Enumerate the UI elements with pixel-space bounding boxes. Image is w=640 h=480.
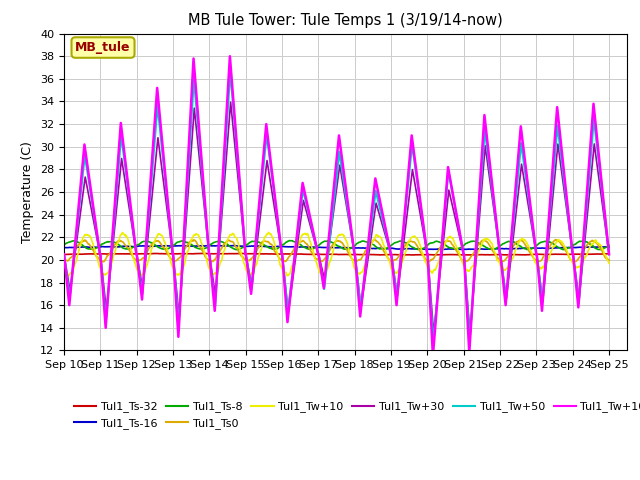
Tul1_Ts-8: [168, 243, 176, 249]
Y-axis label: Temperature (C): Temperature (C): [22, 141, 35, 243]
Tul1_Tw+10: [265, 229, 273, 235]
Tul1_Ts0: [422, 257, 429, 263]
Tul1_Tw+30: [227, 99, 234, 105]
Tul1_Ts-16: [422, 246, 429, 252]
Tul1_Ts0: [182, 245, 189, 251]
Tul1_Ts-32: [521, 252, 529, 258]
Tul1_Ts-32: [422, 252, 429, 258]
Line: Tul1_Ts-16: Tul1_Ts-16: [64, 246, 609, 250]
Tul1_Tw+50: [60, 252, 68, 257]
Tul1_Tw+100: [541, 267, 549, 273]
Tul1_Ts-8: [234, 247, 241, 252]
Tul1_Ts0: [243, 257, 250, 263]
Tul1_Ts-8: [243, 242, 250, 248]
Tul1_Tw+50: [429, 340, 437, 346]
Tul1_Tw+10: [605, 261, 613, 266]
Tul1_Tw+100: [243, 257, 250, 263]
Tul1_Ts0: [99, 259, 107, 264]
Line: Tul1_Tw+10: Tul1_Tw+10: [64, 232, 609, 276]
Tul1_Tw+100: [605, 252, 613, 257]
Tul1_Tw+50: [541, 267, 549, 273]
Tul1_Tw+30: [493, 229, 500, 235]
Tul1_Tw+10: [493, 257, 500, 263]
Tul1_Ts0: [168, 257, 176, 263]
Tul1_Ts-8: [493, 245, 500, 251]
Tul1_Tw+30: [466, 332, 474, 338]
Tul1_Tw+50: [243, 256, 250, 262]
Tul1_Ts-16: [471, 247, 479, 252]
Tul1_Ts-8: [285, 238, 293, 243]
Tul1_Tw+50: [422, 238, 429, 243]
Tul1_Tw+100: [422, 237, 429, 242]
Tul1_Tw+100: [168, 243, 176, 249]
Tul1_Ts-8: [605, 242, 613, 248]
Line: Tul1_Ts0: Tul1_Ts0: [64, 239, 609, 262]
Tul1_Ts-16: [168, 243, 176, 249]
Tul1_Tw+50: [605, 252, 613, 257]
Tul1_Ts-32: [168, 251, 176, 257]
Tul1_Tw+30: [181, 230, 189, 236]
Tul1_Tw+100: [226, 53, 234, 59]
Line: Tul1_Ts-8: Tul1_Ts-8: [64, 240, 609, 250]
Tul1_Tw+10: [422, 259, 429, 265]
Tul1_Tw+30: [243, 255, 250, 261]
Tul1_Ts-32: [60, 252, 68, 257]
Tul1_Ts-16: [541, 245, 549, 251]
Tul1_Tw+30: [422, 240, 429, 246]
Tul1_Tw+100: [60, 252, 68, 257]
Tul1_Tw+10: [168, 264, 176, 269]
Tul1_Tw+30: [60, 252, 68, 257]
Tul1_Ts-16: [181, 243, 189, 249]
Tul1_Tw+50: [493, 227, 500, 232]
Tul1_Tw+100: [493, 224, 500, 230]
Tul1_Ts-8: [181, 239, 189, 245]
Tul1_Ts-8: [541, 239, 549, 244]
Tul1_Ts-32: [198, 251, 205, 256]
Line: Tul1_Tw+30: Tul1_Tw+30: [64, 102, 609, 335]
Tul1_Tw+30: [605, 252, 613, 257]
Tul1_Tw+10: [541, 262, 549, 267]
Tul1_Ts0: [605, 257, 613, 263]
Tul1_Ts-16: [60, 245, 68, 251]
Line: Tul1_Tw+100: Tul1_Tw+100: [64, 56, 609, 356]
Tul1_Ts-32: [541, 252, 549, 257]
Tul1_Ts-32: [243, 251, 250, 257]
Tul1_Tw+10: [243, 268, 250, 274]
Tul1_Tw+100: [429, 353, 436, 359]
Tul1_Ts0: [541, 252, 549, 257]
Tul1_Ts-32: [181, 251, 189, 257]
Tul1_Tw+50: [168, 244, 176, 250]
Line: Tul1_Ts-32: Tul1_Ts-32: [64, 253, 609, 255]
Tul1_Tw+10: [64, 273, 72, 279]
Tul1_Tw+50: [227, 69, 234, 74]
Tul1_Ts-32: [493, 252, 500, 257]
Tul1_Ts-8: [60, 242, 68, 248]
Tul1_Tw+100: [181, 209, 189, 215]
Tul1_Ts-32: [605, 251, 613, 256]
Tul1_Ts0: [371, 236, 378, 242]
Tul1_Ts-16: [605, 244, 613, 250]
Tul1_Tw+30: [541, 276, 549, 281]
Tul1_Ts0: [493, 254, 500, 260]
Tul1_Ts-16: [206, 243, 214, 249]
Tul1_Tw+10: [60, 264, 68, 270]
Line: Tul1_Tw+50: Tul1_Tw+50: [64, 72, 609, 343]
Tul1_Ts-16: [493, 246, 500, 252]
Tul1_Ts-8: [422, 244, 429, 250]
Title: MB Tule Tower: Tule Temps 1 (3/19/14-now): MB Tule Tower: Tule Temps 1 (3/19/14-now…: [188, 13, 503, 28]
Tul1_Tw+10: [182, 256, 189, 262]
Tul1_Tw+30: [168, 245, 176, 251]
Tul1_Ts0: [60, 257, 68, 263]
Tul1_Ts-16: [243, 243, 250, 249]
Tul1_Tw+50: [181, 217, 189, 223]
Text: MB_tule: MB_tule: [76, 41, 131, 54]
Legend: Tul1_Ts-32, Tul1_Ts-16, Tul1_Ts-8, Tul1_Ts0, Tul1_Tw+10, Tul1_Tw+30, Tul1_Tw+50,: Tul1_Ts-32, Tul1_Ts-16, Tul1_Ts-8, Tul1_…: [70, 397, 640, 433]
